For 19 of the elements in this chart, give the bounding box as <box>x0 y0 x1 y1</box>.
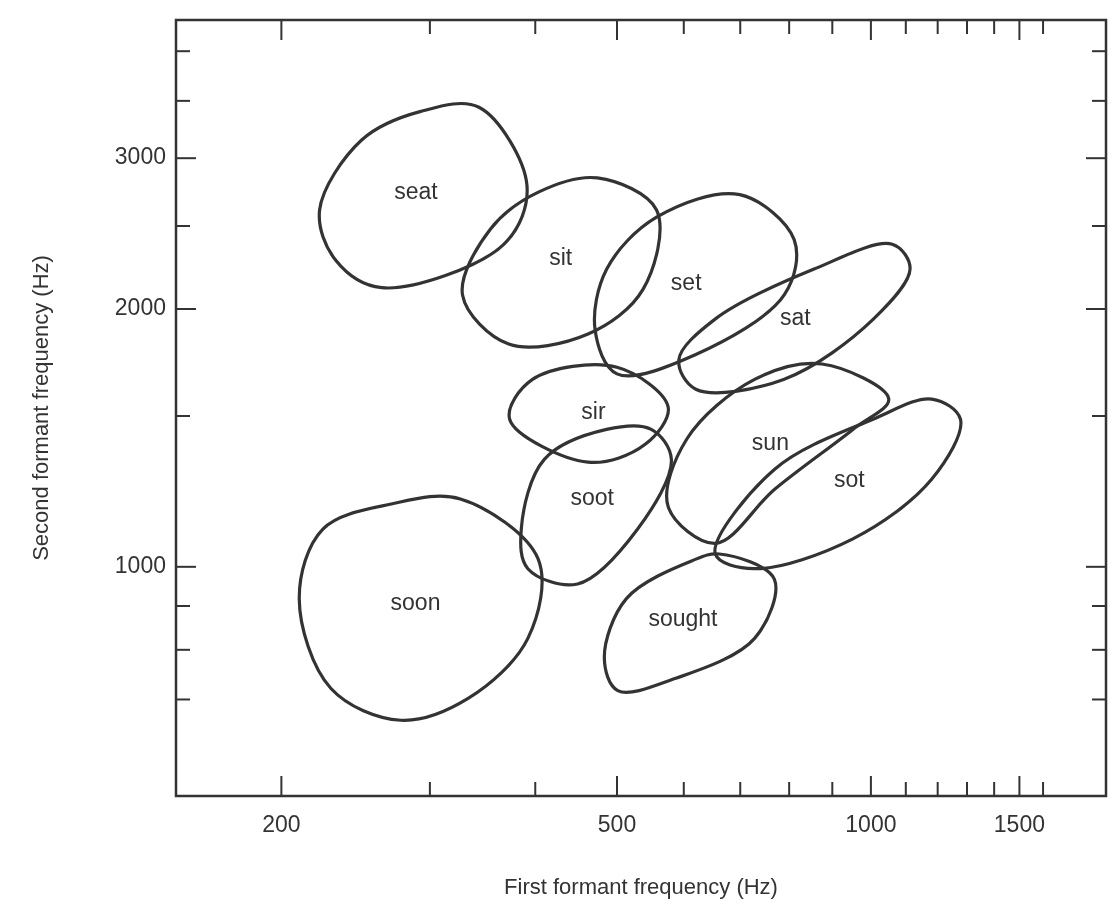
y-tick-label: 1000 <box>114 551 166 578</box>
x-tick-label: 500 <box>597 811 637 837</box>
x-tick-label: 200 <box>262 811 301 837</box>
y-tick-label: 3000 <box>114 143 166 170</box>
annotation: sot <box>834 466 866 493</box>
annotation: sit <box>549 244 573 270</box>
annotation: seat <box>394 178 439 205</box>
annotation: set <box>670 269 703 296</box>
annotation: soot <box>570 483 615 510</box>
x-axis-title: First formant frequency (Hz) <box>504 874 778 899</box>
y-tick-label: 2000 <box>114 294 166 321</box>
annotation: soon <box>390 588 441 615</box>
x-tick-label: 1500 <box>993 811 1045 837</box>
x-tick-label: 1000 <box>845 811 897 837</box>
annotation: sat <box>779 303 812 330</box>
annotation: sir <box>581 398 606 425</box>
annotation: sun <box>751 428 789 455</box>
y-axis-title: Second formant frequency (Hz) <box>28 255 53 561</box>
annotation: sought <box>648 604 719 631</box>
